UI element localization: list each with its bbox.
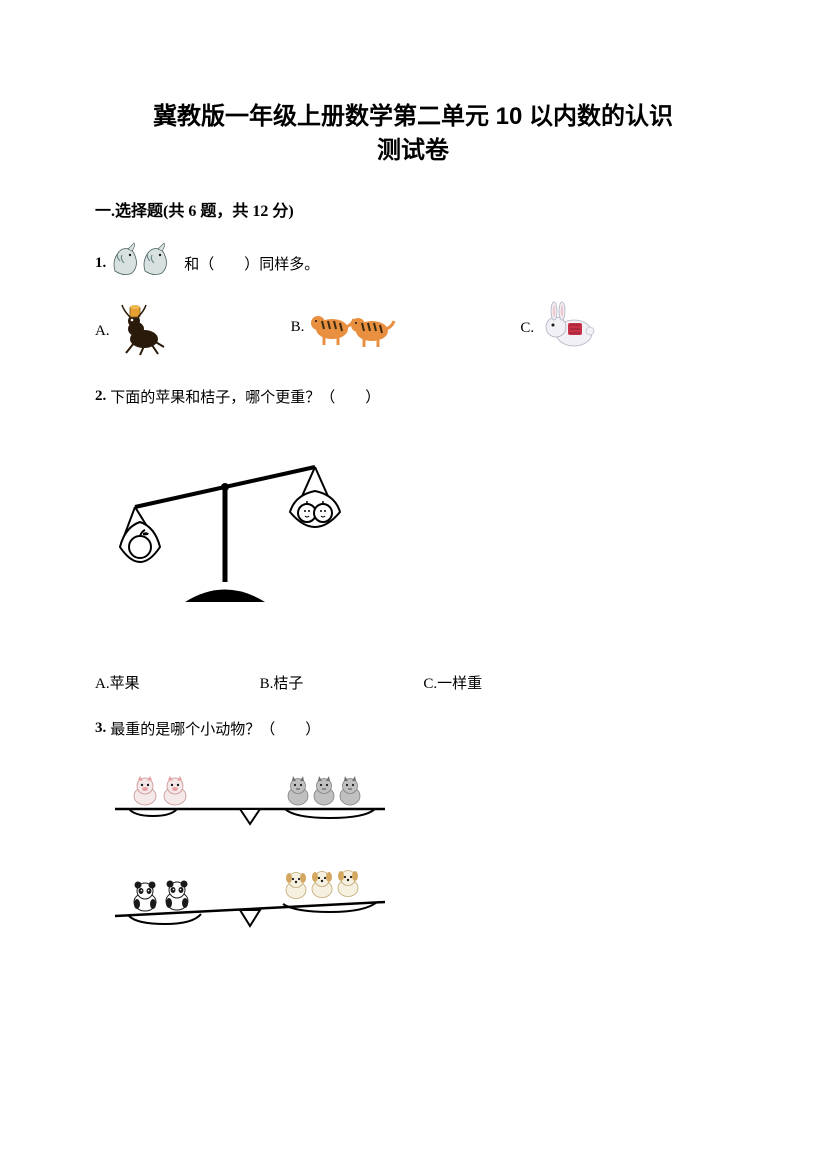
q1-number: 1. (95, 255, 106, 272)
q1-option-c: C. (520, 301, 600, 356)
horse-head-icon (110, 241, 180, 286)
q1-option-a: A. (95, 301, 171, 361)
balance-scale-diagram (95, 427, 731, 612)
q1-optA-label: A. (95, 323, 110, 340)
q1-prompt: 1. 和（ ）同 (95, 241, 731, 286)
panda-icon (166, 881, 188, 911)
q3-text: 最重的是哪个小动物？（ ） (110, 718, 320, 739)
cat-icon (340, 776, 360, 805)
question-2: 2. 下面的苹果和桔子，哪个更重？（ ） (95, 386, 731, 693)
dog-icon (338, 871, 358, 897)
q3-number: 3. (95, 720, 106, 737)
q1-options: A. (95, 301, 731, 361)
q2-options: A.苹果 B.桔子 C.一样重 (95, 672, 731, 693)
dog-icon (286, 873, 306, 899)
q2-number: 2. (95, 388, 106, 405)
title-line-2: 测试卷 (95, 134, 731, 168)
seesaw-diagram-1 (95, 754, 731, 839)
cat-icon (288, 776, 308, 805)
q1-optC-label: C. (520, 320, 534, 337)
panda-icon (134, 882, 156, 912)
document-title: 冀教版一年级上册数学第二单元 10 以内数的认识 测试卷 (95, 100, 731, 167)
q1-option-b: B. (291, 301, 401, 354)
tiger-icon (310, 301, 400, 354)
section-header: 一.选择题(共 6 题，共 12 分) (95, 197, 731, 221)
dog-icon (312, 872, 332, 898)
q2-prompt: 2. 下面的苹果和桔子，哪个更重？（ ） (95, 386, 731, 407)
q1-optB-label: B. (291, 319, 305, 336)
q2-optA: A.苹果 (95, 672, 140, 693)
q2-optB: B.桔子 (260, 672, 304, 693)
q2-text: 下面的苹果和桔子，哪个更重？（ ） (110, 386, 380, 407)
q2-optC: C.一样重 (423, 672, 482, 693)
q3-prompt: 3. 最重的是哪个小动物？（ ） (95, 718, 731, 739)
title-line-1: 冀教版一年级上册数学第二单元 10 以内数的认识 (95, 100, 731, 134)
cat-icon (314, 776, 334, 805)
seesaw-diagram-2 (95, 854, 731, 944)
ant-icon (116, 301, 171, 361)
rabbit-icon (540, 301, 600, 356)
pig-icon (164, 776, 186, 805)
question-3: 3. 最重的是哪个小动物？（ ） (95, 718, 731, 944)
pig-icon (134, 776, 156, 805)
question-1: 1. 和（ ）同 (95, 241, 731, 361)
q1-text: 和（ ）同样多。 (184, 253, 319, 274)
